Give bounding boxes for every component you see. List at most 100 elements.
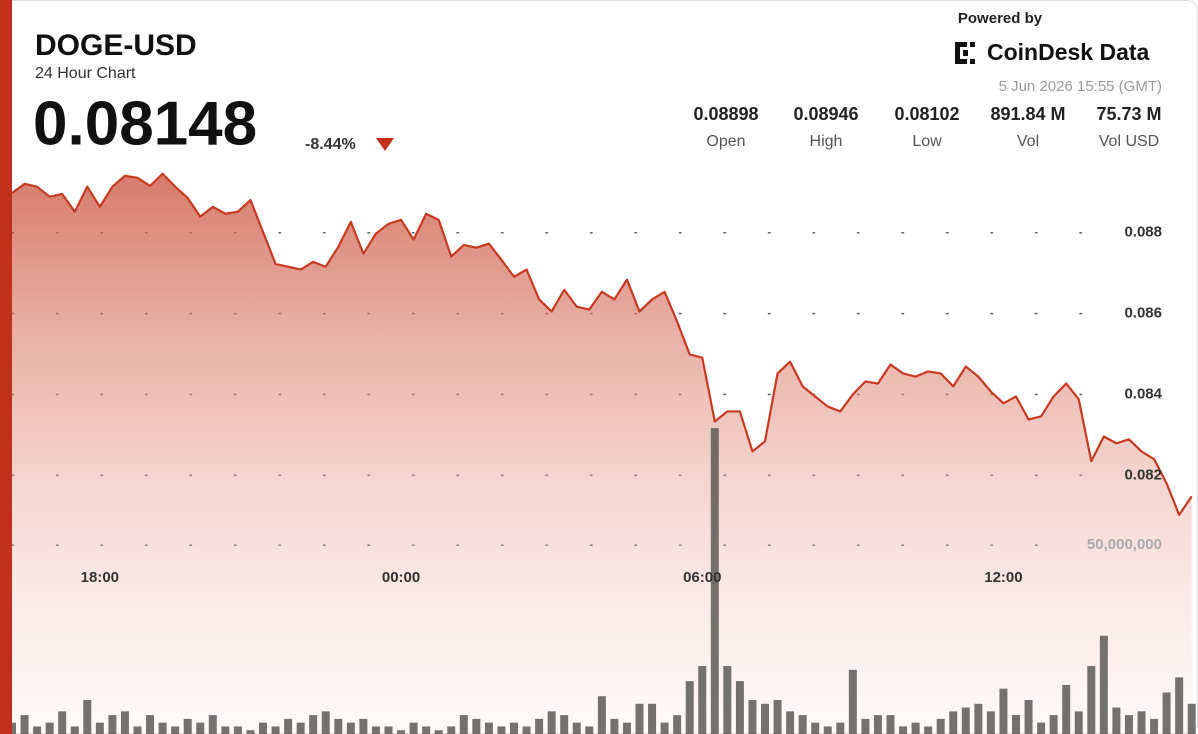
volume-bar <box>33 726 42 734</box>
volume-bar <box>422 726 431 734</box>
volume-bar <box>497 726 506 734</box>
stat-value: 75.73 M <box>1096 104 1161 124</box>
price: 0.08148 <box>33 89 257 158</box>
x-tick-label: 12:00 <box>984 569 1022 586</box>
volume-bar <box>459 715 468 734</box>
volume-bar <box>848 669 857 734</box>
stat-label: High <box>810 133 843 150</box>
volume-bar <box>371 726 380 734</box>
stat-value: 0.08102 <box>894 104 959 124</box>
volume-bar <box>522 726 531 734</box>
timestamp: 5 Jun 2026 15:55 (GMT) <box>999 78 1162 95</box>
y-tick-label: 0.084 <box>1124 385 1162 402</box>
volume-bar <box>309 715 318 734</box>
volume-bar <box>535 718 544 734</box>
volume-bar <box>284 718 293 734</box>
volume-bar <box>20 715 29 734</box>
plot-area: 0.082 0.084 0.086 0.088 50,000,000 18:00 00:00… <box>8 172 1196 734</box>
x-tick-label: 06:00 <box>683 569 721 586</box>
volume-bar <box>58 711 67 734</box>
volume-bar <box>1024 700 1033 734</box>
stat-value: 0.08898 <box>693 104 758 124</box>
x-tick-label: 18:00 <box>81 569 119 586</box>
chart-subtitle: 24 Hour Chart <box>35 65 136 82</box>
volume-bar <box>585 726 594 734</box>
volume-bar <box>108 715 117 734</box>
volume-bar <box>761 703 769 734</box>
volume-bar <box>1087 666 1096 734</box>
y-tick-label: 0.086 <box>1124 305 1162 322</box>
volume-bar <box>1037 722 1046 734</box>
volume-bar <box>484 722 493 734</box>
volume-bar <box>472 718 481 734</box>
volume-bar <box>158 722 167 734</box>
volume-bar <box>397 730 406 734</box>
volume-bar <box>146 715 155 734</box>
volume-bar <box>183 718 192 734</box>
volume-bar <box>597 696 606 734</box>
volume-bar <box>321 711 330 734</box>
stat-label: Open <box>706 133 745 150</box>
volume-bar <box>133 726 142 734</box>
volume-bar <box>233 726 242 734</box>
price-area <box>12 173 1192 734</box>
volume-bar <box>45 722 54 734</box>
volume-bar <box>911 722 920 734</box>
volume-bar <box>861 718 870 734</box>
volume-bar <box>899 726 908 734</box>
volume-bar <box>635 703 644 734</box>
volume-bar <box>1124 715 1133 734</box>
volume-bar <box>710 428 719 734</box>
price-line <box>11 172 1193 517</box>
volume-bar <box>873 715 882 734</box>
volume-bar <box>434 730 443 734</box>
volume-bar <box>748 700 757 734</box>
chart-title: DOGE-USD <box>35 29 197 62</box>
down-arrow <box>376 138 394 151</box>
volume-bar <box>798 715 807 734</box>
volume-bar <box>83 700 92 734</box>
stat-label: Low <box>912 133 942 150</box>
volume-bar <box>359 718 368 734</box>
volume-bar <box>510 722 518 734</box>
volume-bar <box>547 711 556 734</box>
volume-bar <box>95 722 104 734</box>
volume-bar <box>786 711 795 734</box>
volume-bar <box>773 700 782 734</box>
brand-name: CoinDesk Data <box>987 39 1150 65</box>
volume-bar <box>886 715 895 734</box>
volume-bar <box>999 688 1008 734</box>
volume-bar <box>698 666 707 734</box>
volume-bar <box>949 711 958 734</box>
accent-bar <box>0 0 12 734</box>
volume-bar <box>673 715 682 734</box>
volume-bar <box>208 715 217 734</box>
y-tick-label: 0.082 <box>1124 466 1162 483</box>
volume-bar <box>70 726 79 734</box>
volume-bar <box>836 722 845 734</box>
y-tick-label: 0.088 <box>1124 224 1162 241</box>
volume-bar <box>1187 703 1196 734</box>
volume-bar <box>823 726 832 734</box>
volume-bar <box>171 726 180 734</box>
volume-bar <box>346 722 355 734</box>
volume-bar <box>974 703 983 734</box>
stats: 0.08898 Open 0.08946 High 0.08102 Low 891.84 M… <box>693 104 1161 150</box>
volume-bar <box>1175 677 1184 734</box>
change: -8.44% <box>305 136 356 153</box>
volume-bar <box>246 730 255 734</box>
brand-logo <box>955 42 975 64</box>
volume-bar <box>447 726 456 734</box>
stat-label: Vol USD <box>1099 133 1159 150</box>
volume-bar <box>685 681 694 734</box>
volume-bar <box>622 722 631 734</box>
volume-bar <box>1012 715 1020 734</box>
volume-bar <box>1162 692 1171 734</box>
volume-bar <box>560 715 569 734</box>
volume-bar <box>572 722 581 734</box>
volume-bar <box>384 726 393 734</box>
volume-bar <box>924 726 933 734</box>
volume-bar <box>735 681 744 734</box>
